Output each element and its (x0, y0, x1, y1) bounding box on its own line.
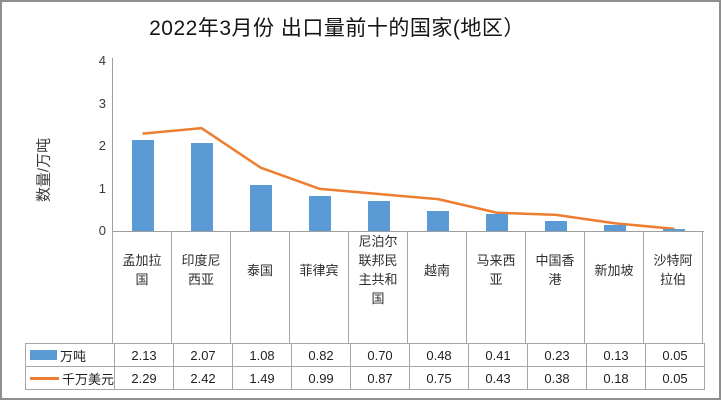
category-label: 泰国 (246, 262, 273, 278)
plot-area (112, 58, 704, 232)
category-label: 中国香港 (535, 253, 575, 287)
category-label: 印度尼西亚 (181, 253, 221, 287)
category-cell: 马来西亚 (467, 231, 526, 343)
bar (190, 143, 213, 231)
y-tick-label: 2 (98, 138, 106, 153)
data-table-value-cell: 0.43 (468, 366, 529, 390)
bar (249, 185, 272, 231)
data-table-value-cell: 1.49 (232, 366, 293, 390)
category-cell: 沙特阿拉伯 (644, 231, 703, 343)
legend-line-swatch-icon (30, 376, 59, 380)
y-tick-label: 4 (98, 53, 106, 68)
category-cell: 印度尼西亚 (172, 231, 231, 343)
category-cell: 越南 (408, 231, 467, 343)
category-cell: 泰国 (231, 231, 290, 343)
data-table-value-cell: 2.42 (173, 366, 234, 390)
data-table-value-cell: 0.38 (527, 366, 588, 390)
data-table-value-cell: 0.87 (350, 366, 411, 390)
line-series-path (142, 126, 675, 231)
data-table-value-cell: 0.05 (645, 343, 706, 367)
category-label: 菲律宾 (299, 262, 339, 278)
category-axis: 孟加拉国 印度尼西亚 泰国 菲律宾 尼泊尔联邦民主共和国 越南 马来西亚 中国香港 新加坡 沙特阿… (112, 231, 703, 343)
series-legend-cell: 千万美元 (24, 366, 116, 390)
data-table-value-cell: 1.08 (232, 343, 293, 367)
bar (131, 140, 154, 231)
category-label: 孟加拉国 (122, 253, 162, 287)
category-cell: 孟加拉国 (112, 231, 172, 343)
category-label: 新加坡 (594, 262, 634, 278)
bar (308, 196, 331, 231)
data-table-value-cell: 0.99 (291, 366, 352, 390)
category-label: 越南 (423, 262, 450, 278)
bar (663, 228, 686, 231)
chart-title: 2022年3月份 出口量前十的国家(地区） (149, 17, 525, 40)
data-table: 万吨 2.13 2.07 1.08 0.82 0.70 0.48 0.41 0.23 0.13 0.… (24, 343, 706, 390)
data-table-value-cell: 0.75 (409, 366, 470, 390)
data-table-value-cell: 0.48 (409, 343, 470, 367)
series-legend-cell: 万吨 (24, 343, 116, 367)
data-table-value-cell: 0.23 (527, 343, 588, 367)
legend-bar-swatch-icon (30, 350, 57, 360)
data-table-value-cell: 2.13 (114, 343, 175, 367)
data-table-value-cell: 2.07 (173, 343, 234, 367)
bar (604, 225, 627, 231)
category-label: 马来西亚 (476, 253, 516, 287)
data-table-value-cell: 0.13 (586, 343, 647, 367)
data-table-value-cell: 0.70 (350, 343, 411, 367)
y-axis-title: 数量/万吨 (35, 137, 53, 203)
y-tick-label: 3 (98, 95, 106, 111)
y-tick-label: 0 (98, 223, 106, 238)
category-cell: 新加坡 (585, 231, 644, 343)
data-table-value-cell: 0.18 (586, 366, 647, 390)
data-table-value-cell: 2.29 (114, 366, 175, 390)
line-series (142, 126, 675, 231)
category-label: 沙特阿拉伯 (653, 253, 693, 287)
category-cell: 中国香港 (526, 231, 585, 343)
series-name-label: 千万美元 (62, 371, 115, 387)
data-table-row: 千万美元 2.29 2.42 1.49 0.99 0.87 0.75 0.43 0.38 0.18… (24, 366, 706, 390)
data-table-value-cell: 0.41 (468, 343, 529, 367)
bar (486, 213, 509, 231)
series-name-label: 万吨 (60, 348, 87, 364)
data-table-value-cell: 0.05 (645, 366, 706, 390)
data-table-row: 万吨 2.13 2.07 1.08 0.82 0.70 0.48 0.41 0.23 0.13 0.… (24, 343, 706, 367)
data-table-value-cell: 0.82 (291, 343, 352, 367)
bar (427, 210, 450, 231)
bar (545, 221, 568, 231)
y-tick-label: 1 (98, 180, 106, 196)
category-cell: 尼泊尔联邦民主共和国 (349, 231, 408, 343)
category-label: 尼泊尔联邦民主共和国 (358, 234, 398, 306)
category-cell: 菲律宾 (290, 231, 349, 343)
bar (367, 201, 390, 231)
